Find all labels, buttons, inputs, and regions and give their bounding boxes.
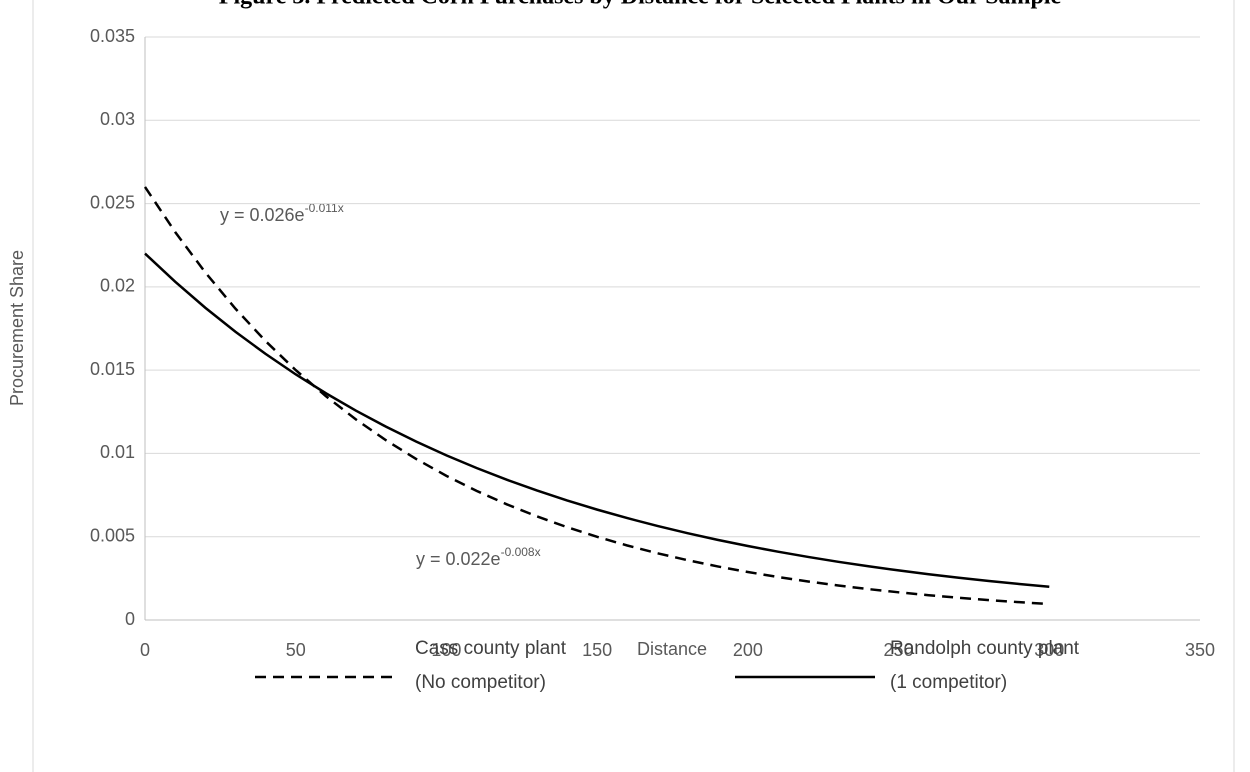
x-tick-label: 300 <box>1034 640 1064 660</box>
x-tick-label: 0 <box>140 640 150 660</box>
chart-title: Figure 3. Predicted Corn Purchases by Di… <box>219 0 1062 10</box>
series-line <box>143 186 1050 606</box>
x-tick-label: 250 <box>884 640 914 660</box>
annotation: y = 0.022e-0.008x <box>416 545 541 569</box>
x-tick-label: 200 <box>733 640 763 660</box>
y-tick-label: 0.015 <box>90 359 135 379</box>
x-tick-label: 150 <box>582 640 612 660</box>
y-tick-label: 0.03 <box>100 109 135 129</box>
annotation: y = 0.026e-0.011x <box>220 201 344 225</box>
x-tick-label: 350 <box>1185 640 1215 660</box>
y-tick-label: 0.035 <box>90 26 135 46</box>
y-tick-label: 0 <box>125 609 135 629</box>
x-axis-label: Distance <box>637 639 707 659</box>
x-tick-label: 50 <box>286 640 306 660</box>
annotation-exponent: -0.008x <box>501 545 541 559</box>
annotation-text: y = 0.022e <box>416 549 501 569</box>
x-tick-label: 100 <box>431 640 461 660</box>
y-tick-label: 0.02 <box>100 276 135 296</box>
series-line <box>144 252 1050 588</box>
legend-label: Cass county plant (No competitor) <box>415 638 567 693</box>
legend-label: Randolph county plant (1 competitor) <box>890 638 1080 693</box>
annotation-exponent: -0.011x <box>305 201 344 215</box>
y-tick-label: 0.005 <box>90 525 135 545</box>
y-tick-label: 0.025 <box>90 192 135 212</box>
annotation-text: y = 0.026e <box>220 205 305 225</box>
y-tick-label: 0.01 <box>100 442 135 462</box>
y-axis-label: Procurement Share <box>7 250 27 406</box>
